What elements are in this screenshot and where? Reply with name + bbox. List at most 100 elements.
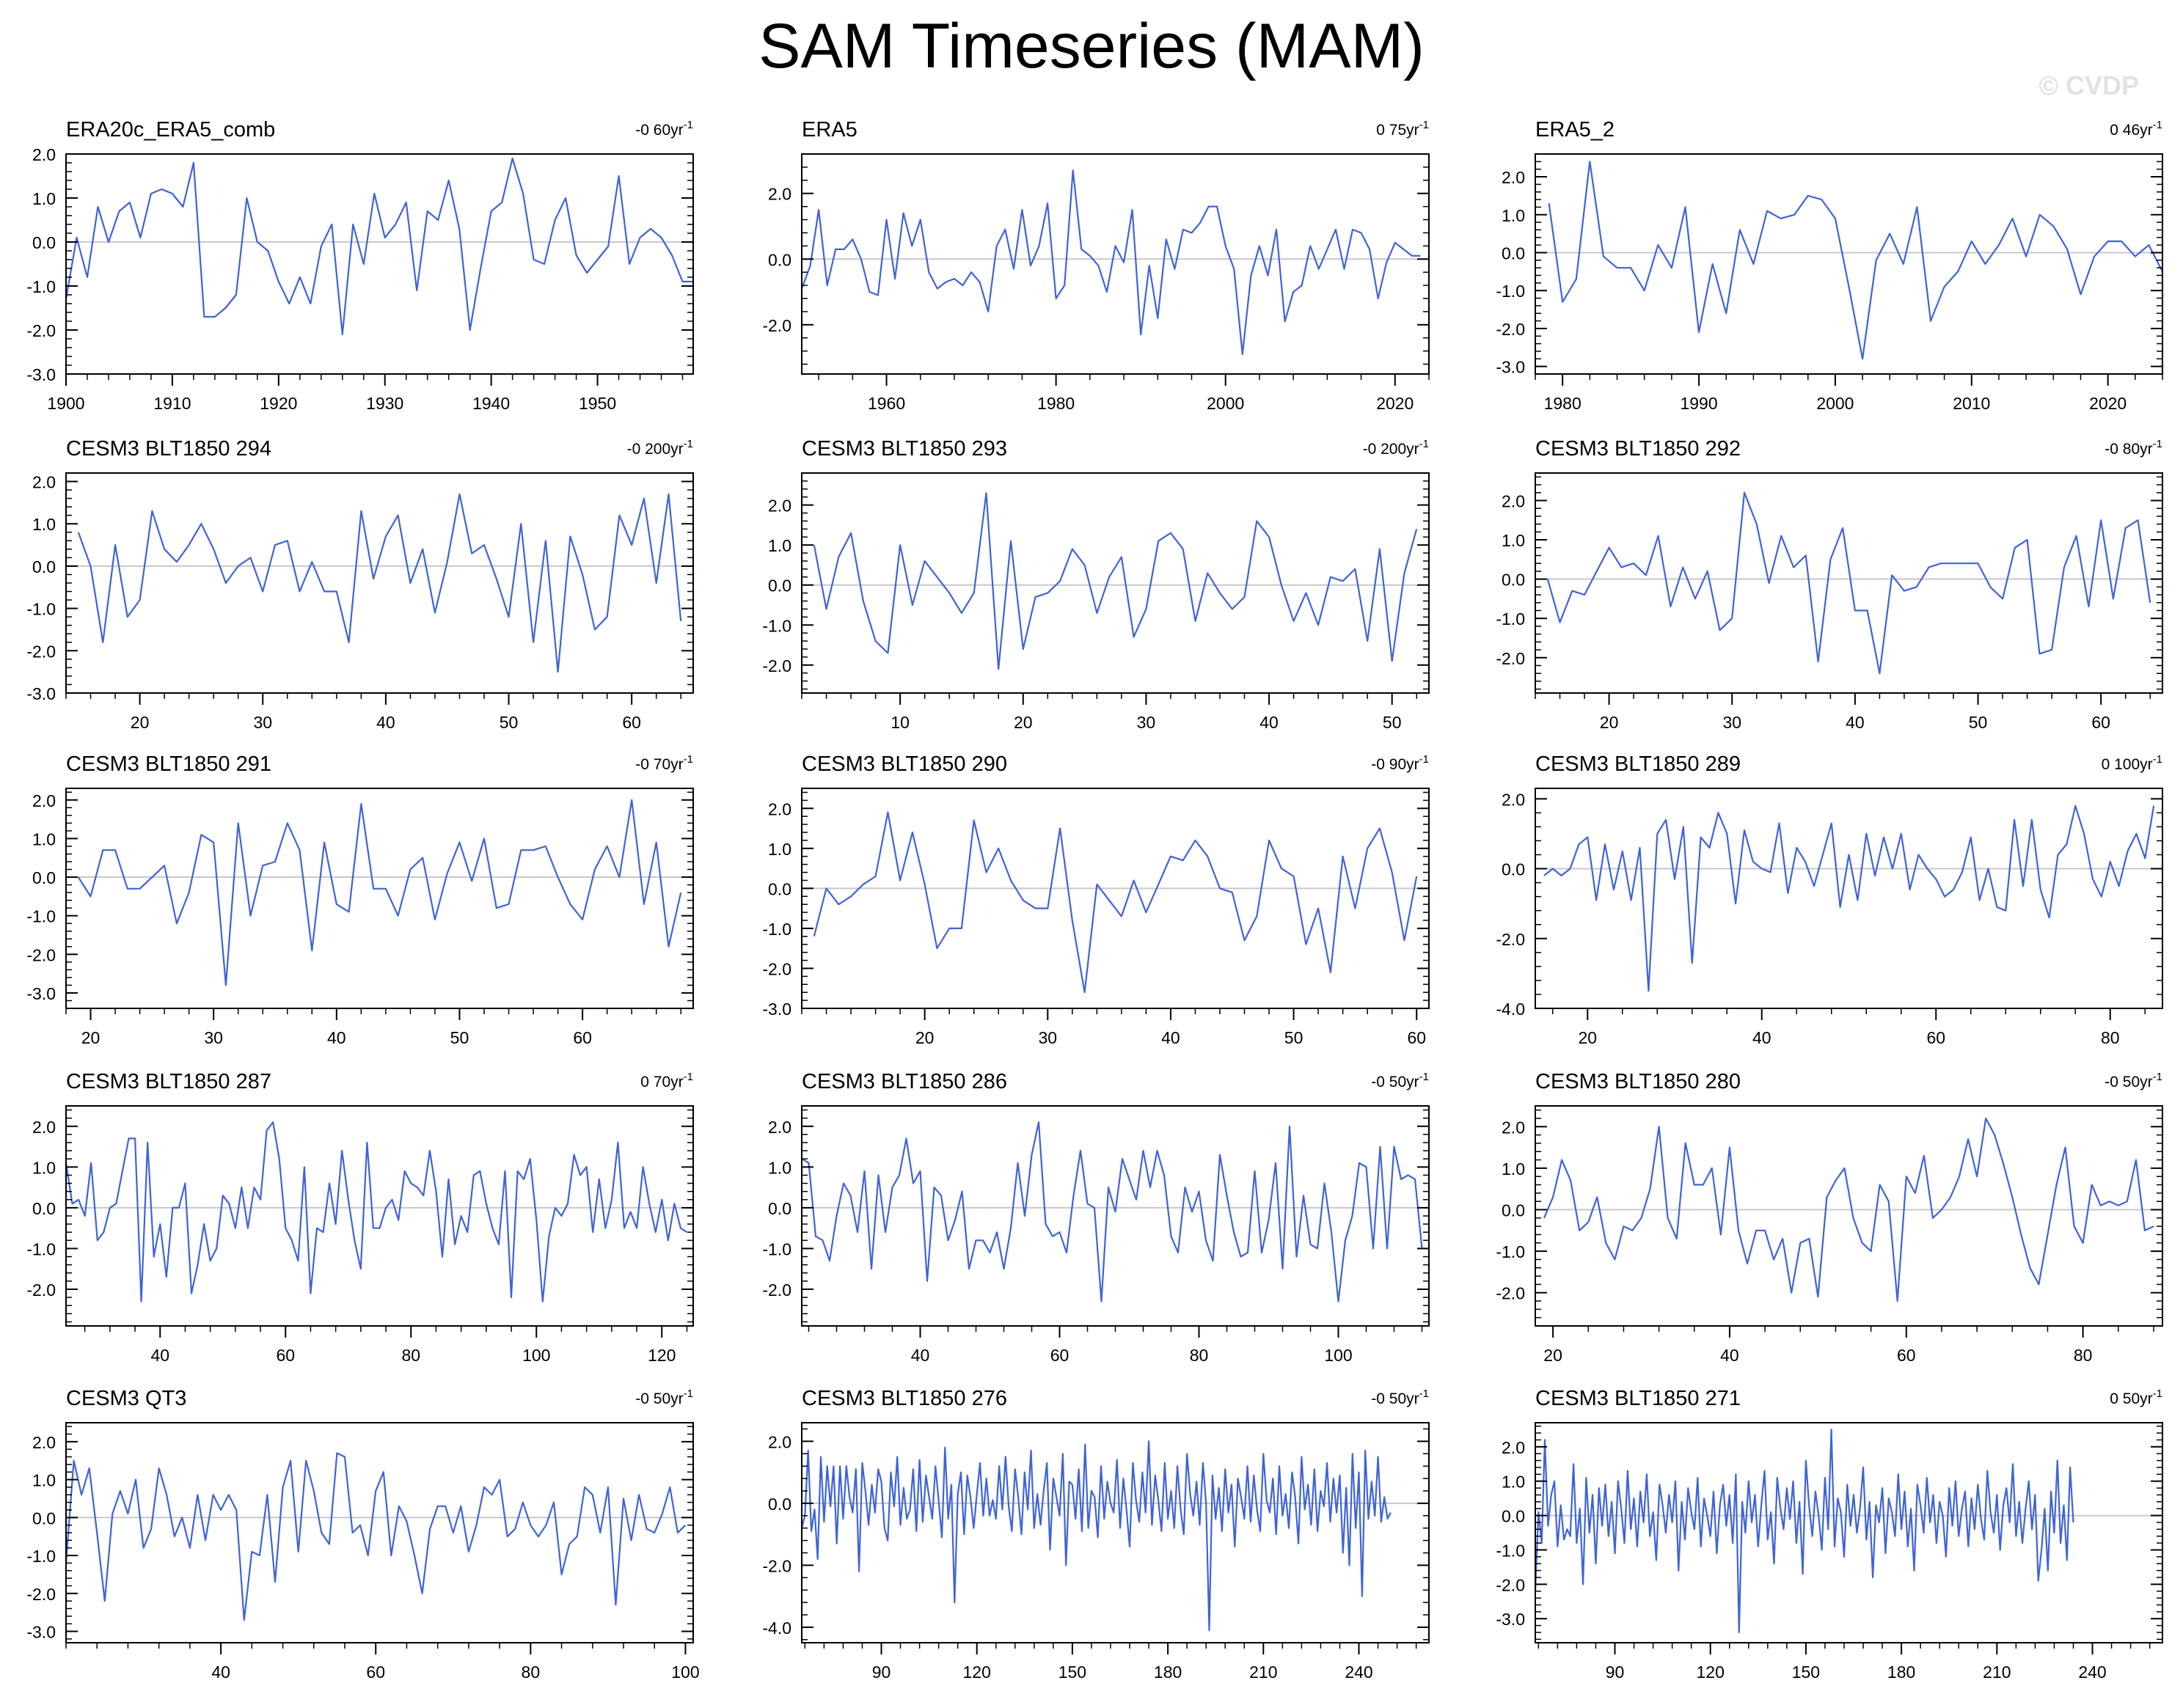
x-tick-label: 180: [1154, 1663, 1182, 1682]
x-tick-label: 50: [1284, 1028, 1303, 1047]
x-tick-label: 30: [1038, 1028, 1057, 1047]
y-tick-label: -2.0: [762, 316, 791, 335]
x-tick-label: 180: [1887, 1663, 1915, 1682]
x-tick-label: 90: [872, 1663, 891, 1682]
panel-title: CESM3 BLT1850 294: [66, 437, 271, 461]
x-tick-label: 1980: [1544, 394, 1582, 413]
x-tick-label: 20: [915, 1028, 935, 1047]
series-line: [1534, 1429, 2074, 1633]
y-tick-label: 1.0: [1502, 1159, 1525, 1179]
x-tick-label: 60: [1407, 1028, 1426, 1047]
y-tick-label: 2.0: [1502, 1438, 1525, 1457]
x-tick-label: 40: [1161, 1028, 1180, 1047]
y-tick-label: -1.0: [1496, 609, 1525, 628]
x-tick-label: 2010: [1953, 394, 1990, 413]
series-line: [1543, 804, 2155, 992]
trend-label: 0 75yr-1: [1376, 119, 1429, 139]
y-tick-label: 0.0: [32, 868, 56, 887]
y-tick-label: 1.0: [1502, 531, 1525, 550]
chart-panel-8: CESM3 BLT1850 290 -0 90yr-1 2.0 1.0 0.0 -1.0 -…: [762, 752, 1430, 1047]
panel-title: CESM3 BLT1850 291: [66, 752, 271, 776]
trend-label: -0 50yr-1: [2105, 1071, 2162, 1091]
plot-frame: [801, 788, 1430, 1009]
x-tick-label: 30: [204, 1028, 223, 1047]
chart-panel-1: ERA20c_ERA5_comb -0 60yr-1 2.0 1.0 0.0 -1.0 -2…: [26, 118, 694, 413]
x-tick-label: 150: [1792, 1663, 1820, 1682]
series-line: [65, 1452, 687, 1621]
x-tick-label: 80: [522, 1663, 541, 1682]
y-tick-label: 0.0: [768, 250, 791, 269]
y-tick-label: -2.0: [762, 656, 791, 675]
panel-title: CESM3 BLT1850 271: [1535, 1387, 1741, 1410]
panel-title: CESM3 BLT1850 286: [802, 1070, 1007, 1093]
plot-frame: [801, 153, 1430, 375]
y-tick-label: -2.0: [1496, 649, 1525, 668]
trend-label: 0 50yr-1: [2110, 1388, 2162, 1407]
x-tick-label: 240: [1345, 1663, 1372, 1682]
y-tick-label: -4.0: [762, 1619, 791, 1638]
x-tick-label: 1920: [260, 394, 297, 413]
x-tick-label: 100: [671, 1663, 699, 1682]
trend-label: -0 70yr-1: [635, 753, 693, 773]
x-tick-label: 120: [648, 1346, 676, 1365]
x-tick-label: 210: [1983, 1663, 2011, 1682]
y-tick-label: 2.0: [1502, 790, 1525, 809]
chart-panel-3: ERA5_2 0 46yr-1 2.0 1.0 0.0 -1.0 -2.0 -3.0 1980 1…: [1496, 118, 2163, 413]
y-tick-label: 1.0: [768, 536, 791, 555]
y-tick-label: -1.0: [26, 907, 56, 926]
y-tick-label: -1.0: [1496, 1242, 1525, 1261]
x-tick-label: 50: [1969, 713, 1988, 732]
panel-title: ERA5: [802, 118, 858, 142]
y-tick-label: 2.0: [1502, 492, 1525, 511]
plot-frame: [65, 788, 694, 1009]
y-tick-label: 0.0: [1502, 571, 1525, 590]
y-tick-label: -2.0: [762, 959, 791, 978]
x-tick-label: 60: [622, 713, 641, 732]
y-tick-label: -1.0: [26, 277, 56, 296]
x-tick-label: 50: [450, 1028, 469, 1047]
x-tick-label: 1940: [472, 394, 510, 413]
trend-label: -0 90yr-1: [1371, 753, 1429, 773]
y-tick-label: 1.0: [32, 829, 56, 848]
chart-panel-4: CESM3 BLT1850 294 -0 200yr-1 2.0 1.0 0.0 -1.0…: [26, 437, 694, 732]
y-tick-label: -2.0: [26, 321, 56, 340]
y-tick-label: -3.0: [762, 1000, 791, 1019]
trend-label: -0 60yr-1: [635, 119, 693, 139]
x-tick-label: 2000: [1207, 394, 1244, 413]
x-tick-label: 1980: [1037, 394, 1075, 413]
series-line: [1546, 491, 2151, 675]
y-tick-label: 0.0: [32, 233, 56, 252]
series-line: [813, 492, 1418, 670]
chart-panel-14: CESM3 BLT1850 276 -0 50yr-1 2.0 0.0 -2.0 -4.0…: [762, 1387, 1430, 1682]
trend-label: 0 46yr-1: [2110, 119, 2162, 139]
trend-label: -0 200yr-1: [1363, 438, 1429, 458]
y-tick-label: 2.0: [768, 1432, 791, 1451]
chart-panel-13: CESM3 QT3 -0 50yr-1 2.0 1.0 0.0 -1.0 -2.0 -3.0 4…: [26, 1387, 699, 1682]
x-tick-label: 80: [401, 1346, 420, 1365]
y-tick-label: -2.0: [1496, 320, 1525, 339]
y-tick-label: 0.0: [768, 576, 791, 595]
panel-title: CESM3 BLT1850 276: [802, 1387, 1007, 1410]
plot-frame: [801, 1422, 1430, 1643]
y-tick-label: -1.0: [762, 616, 791, 635]
y-tick-label: 2.0: [768, 1118, 791, 1137]
plot-frame: [801, 1105, 1430, 1327]
y-tick-label: -3.0: [1496, 358, 1525, 377]
x-tick-label: 20: [1578, 1028, 1597, 1047]
x-tick-label: 40: [327, 1028, 346, 1047]
series-line: [800, 169, 1421, 356]
y-tick-label: -2.0: [26, 1280, 56, 1300]
y-tick-label: 0.0: [32, 1509, 56, 1528]
trend-label: -0 50yr-1: [635, 1388, 693, 1407]
plot-frame: [801, 472, 1430, 694]
y-tick-label: -3.0: [26, 1622, 56, 1641]
y-tick-label: -3.0: [26, 984, 56, 1003]
y-tick-label: -1.0: [1496, 282, 1525, 301]
y-tick-label: -1.0: [1496, 1541, 1525, 1560]
chart-panel-15: CESM3 BLT1850 271 0 50yr-1 2.0 1.0 0.0 -1.0 -2…: [1496, 1387, 2163, 1682]
trend-label: -0 50yr-1: [1371, 1071, 1429, 1091]
x-tick-label: 50: [500, 713, 519, 732]
plot-frame: [65, 1422, 694, 1643]
plot-frame: [1535, 153, 2163, 375]
x-tick-label: 40: [1259, 713, 1279, 732]
